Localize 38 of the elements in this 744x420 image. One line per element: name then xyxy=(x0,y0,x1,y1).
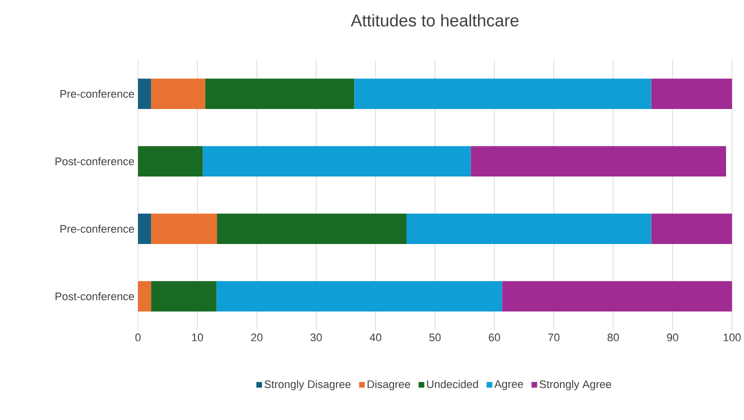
x-tick-label: 0 xyxy=(135,334,141,342)
x-tick-label: 100 xyxy=(724,334,741,342)
x-tick-label: 40 xyxy=(370,334,382,342)
bar xyxy=(138,146,203,176)
bar xyxy=(217,214,406,244)
legend-label: Undecided xyxy=(427,380,478,388)
bar xyxy=(205,78,354,109)
legend-label: Disagree xyxy=(368,380,410,390)
y-tick-label: Pre-conference xyxy=(60,224,134,233)
x-tick-label: 70 xyxy=(548,334,560,342)
bar xyxy=(406,214,652,244)
x-tick-label: 80 xyxy=(608,334,619,342)
bar xyxy=(151,78,206,109)
bar xyxy=(138,281,152,312)
chart-title: Attitudes to healthcare xyxy=(350,14,518,27)
bar xyxy=(138,78,152,109)
x-tick-label: 10 xyxy=(192,334,204,342)
bar xyxy=(151,281,216,312)
y-tick-label: Post-conference xyxy=(56,292,134,300)
bar xyxy=(651,78,732,109)
bar xyxy=(470,146,726,176)
legend-label: Strongly Disagree xyxy=(264,380,351,390)
legend-label: Agree xyxy=(494,380,524,390)
bar xyxy=(651,214,732,244)
x-tick-label: 30 xyxy=(310,334,322,342)
bar xyxy=(151,214,218,244)
x-tick-label: 50 xyxy=(429,334,441,342)
bar xyxy=(138,214,152,244)
bar xyxy=(202,146,471,176)
x-tick-label: 60 xyxy=(488,334,500,342)
bar xyxy=(216,281,502,312)
legend-label: Strongly Agree xyxy=(540,380,612,390)
x-tick-label: 20 xyxy=(251,334,262,342)
bar xyxy=(354,78,652,109)
bar xyxy=(502,281,732,312)
y-tick-label: Pre-conference xyxy=(60,90,134,98)
y-tick-label: Post-conference xyxy=(56,157,134,166)
x-tick-label: 90 xyxy=(667,334,678,342)
